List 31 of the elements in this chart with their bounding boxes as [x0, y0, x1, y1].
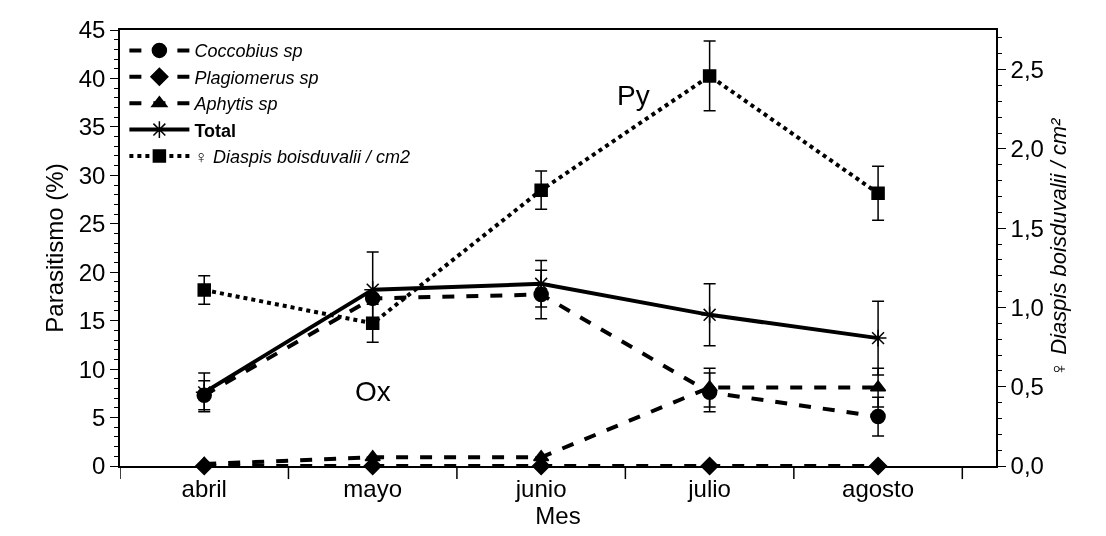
y2-tick-label: 1,5 [1010, 214, 1044, 242]
y-tick-label: 5 [92, 403, 106, 431]
x-axis-title: Mes [535, 501, 581, 529]
x-tick-label: agosto [842, 474, 915, 502]
y2-tick-label: 2,0 [1010, 135, 1044, 163]
x-tick-label: abril [181, 474, 227, 502]
y-tick-label: 0 [92, 452, 106, 480]
y-tick-label: 10 [78, 355, 106, 383]
annotation: Ox [355, 376, 391, 407]
legend-label: Coccobius sp [194, 41, 303, 62]
y2-tick-label: 0,0 [1010, 452, 1044, 480]
y2-tick-label: 1,0 [1010, 293, 1044, 321]
y2-tick-label: 2,5 [1010, 56, 1044, 84]
y-tick-label: 45 [78, 16, 106, 44]
y2-axis-title: ♀ Diaspis boisduvalii / cm² [1046, 118, 1072, 378]
y-tick-label: 40 [78, 64, 106, 92]
y2-tick-label: 0,5 [1010, 373, 1044, 401]
annotation: Py [617, 80, 650, 111]
x-tick-label: julio [687, 474, 731, 502]
x-tick-label: junio [514, 474, 567, 502]
y-tick-label: 25 [78, 210, 106, 238]
y-axis-title: Parasitismo (%) [41, 163, 69, 333]
x-tick-label: mayo [343, 474, 403, 502]
y-tick-label: 35 [78, 113, 106, 141]
legend-label: Plagiomerus sp [194, 67, 319, 88]
y-tick-label: 15 [78, 307, 106, 335]
y-tick-label: 20 [78, 258, 106, 286]
legend-label: Aphytis sp [193, 94, 278, 115]
y-tick-label: 30 [78, 161, 106, 189]
legend-label: Total [194, 120, 237, 141]
legend-label: ♀ Diaspis boisduvalii / cm2 [194, 147, 410, 167]
